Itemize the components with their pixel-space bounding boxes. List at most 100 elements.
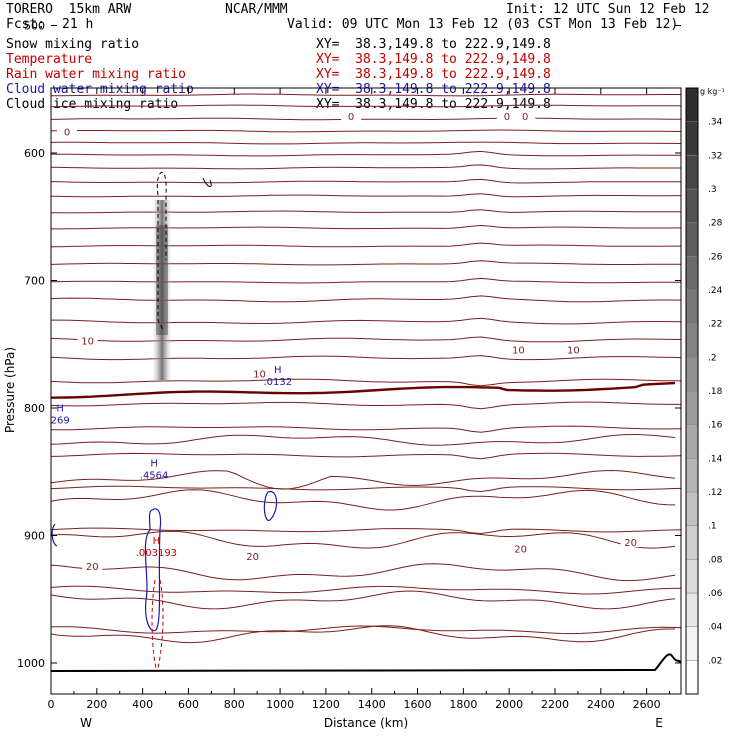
colorbar-segment [685, 559, 699, 594]
colorbar-tick-label: .14 [708, 454, 723, 464]
isotherm-line [51, 104, 681, 108]
y-tick-label: 500 [24, 20, 45, 33]
cloud-water-contour [51, 523, 58, 547]
colorbar-segment [685, 390, 699, 425]
colorbar-tick-label: .22 [708, 320, 722, 330]
maximum-value: .4564 [140, 470, 169, 481]
colorbar-frame [685, 87, 699, 695]
colorbar-tick-label: .18 [708, 387, 723, 397]
field-xy-rain: XY= 38.3,149.8 to 222.9,149.8 [316, 67, 551, 82]
source-label: NCAR/MMM [225, 2, 288, 17]
isotherm-label-bg [620, 535, 641, 547]
isotherm-label-bg [57, 125, 78, 137]
colorbar-segment [685, 458, 699, 493]
isotherm-label: 0 [348, 112, 354, 123]
valid-time: Valid: 09 UTC Mon 13 Feb 12 (03 CST Mon … [287, 17, 679, 32]
cloud-ice-contour [157, 200, 164, 331]
isotherm-line [51, 489, 676, 511]
x-tick-label: 0 [48, 698, 55, 711]
isotherm-line [51, 401, 681, 410]
isotherm-line [51, 260, 681, 266]
zero-isotherm-line [51, 381, 676, 399]
x-tick-label: 2600 [633, 698, 661, 711]
x-tick-label: 2400 [587, 698, 615, 711]
isotherm-line [51, 224, 681, 230]
isotherm-label-bg [496, 110, 517, 122]
isotherm-line [51, 277, 681, 284]
cloud-water-contour [263, 491, 278, 521]
isotherm-line [51, 93, 681, 97]
isotherm-line [51, 295, 681, 303]
isotherm-label-bg [515, 110, 536, 122]
isotherm-label-bg [82, 560, 103, 572]
x-tick-label: 1000 [266, 698, 294, 711]
model-title: TORERO 15km ARW [6, 2, 132, 17]
isotherm-line [51, 585, 681, 595]
x-axis-label: Distance (km) [324, 716, 408, 730]
x-tick-label: 1400 [358, 698, 386, 711]
colorbar-unit: g kg⁻¹ [700, 87, 725, 96]
colorbar-segment [685, 626, 699, 661]
isotherm-label-bg [77, 334, 98, 346]
isotherm-label: 10 [81, 336, 94, 347]
field-name-cloud-ice: Cloud ice mixing ratio [6, 97, 179, 112]
isotherm-line [51, 178, 681, 184]
isotherm-line [51, 590, 676, 610]
isotherm-line [51, 433, 676, 446]
colorbar-segment [685, 256, 699, 291]
maximum-marker: H [153, 536, 161, 547]
field-name-cloud-water: Cloud water mixing ratio [6, 82, 194, 97]
isotherm-line [51, 141, 681, 145]
isotherm-label-bg [508, 343, 529, 355]
colorbar-tick-label: .1 [708, 522, 717, 532]
terrain-line [51, 653, 681, 672]
isotherm-label-bg [341, 110, 362, 122]
isotherm-label-bg [249, 367, 270, 379]
forecast-label: Fcst: [6, 17, 46, 32]
isotherm-label: 0 [504, 112, 510, 123]
isotherm-line [51, 355, 681, 361]
maximum-marker: H [56, 403, 64, 414]
isotherm-line [51, 425, 681, 433]
field-name-snow: Snow mixing ratio [6, 37, 140, 52]
maximum-value: .0132 [263, 377, 292, 388]
colorbar-segment [685, 660, 699, 695]
east-label: E [655, 716, 663, 730]
west-label: W [80, 716, 92, 730]
y-tick-label: 800 [24, 402, 45, 415]
isotherm-label: 20 [86, 562, 99, 573]
colorbar-tick-label: .12 [708, 488, 722, 498]
init-time: Init: 12 UTC Sun 12 Feb 12 [506, 2, 710, 17]
colorbar-tick-label: .06 [708, 589, 723, 599]
isotherm-label: 10 [567, 345, 580, 356]
field-xy-cloud-ice: XY= 38.3,149.8 to 222.9,149.8 [316, 97, 551, 112]
colorbar-tick-label: .24 [708, 286, 723, 296]
x-tick-label: 800 [224, 698, 245, 711]
x-tick-label: 2200 [541, 698, 569, 711]
colorbar-tick-label: .34 [708, 118, 723, 128]
colorbar-segment [685, 289, 699, 324]
snow-mixing-shading [152, 200, 172, 380]
forecast-hour: 21 h [62, 17, 94, 32]
colorbar-tick-label: .08 [708, 555, 723, 565]
maximum-marker: H [274, 365, 282, 376]
maximum-marker: H [150, 458, 158, 469]
field-name-temperature: Temperature [6, 52, 93, 67]
isotherm-line [51, 129, 681, 133]
maximum-value: .003193 [136, 548, 177, 559]
isotherm-label: 10 [512, 345, 525, 356]
isotherm-label: 0 [64, 127, 70, 138]
x-tick-label: 1600 [404, 698, 432, 711]
colorbar-tick-label: .28 [708, 219, 723, 229]
y-tick-label: 600 [24, 147, 45, 160]
x-tick-label: 400 [132, 698, 153, 711]
x-tick-label: 600 [178, 698, 199, 711]
isotherm-line [51, 150, 681, 157]
colorbar-segment [685, 155, 699, 190]
isotherm-line [51, 527, 681, 535]
colorbar-segment [685, 525, 699, 560]
colorbar-tick-label: .3 [708, 185, 717, 195]
colorbar-segment [685, 188, 699, 223]
isotherm-label: 20 [514, 544, 527, 555]
isotherm-line [51, 117, 681, 121]
